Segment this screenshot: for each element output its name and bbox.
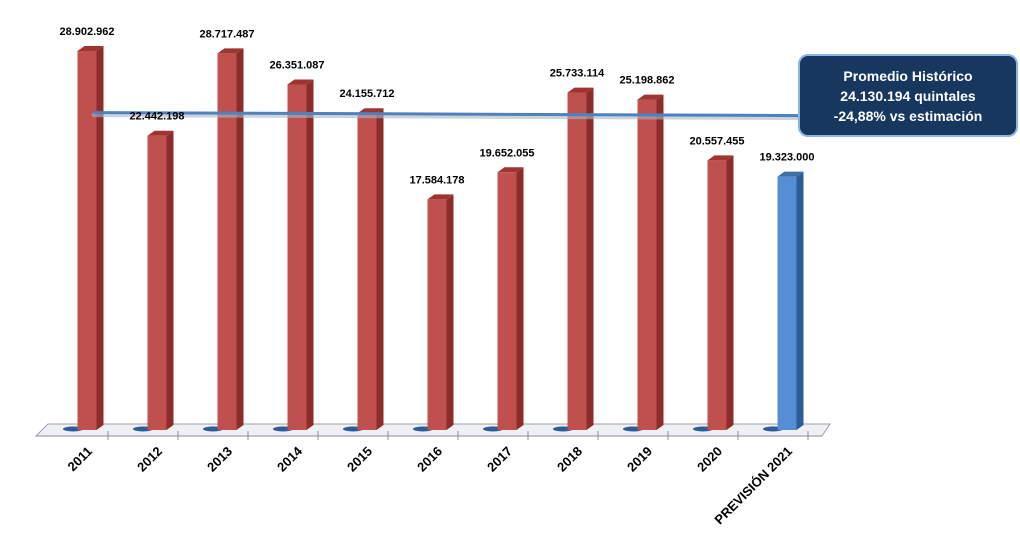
value-label: 19.323.000	[759, 152, 814, 164]
bar-side-face	[446, 194, 454, 430]
value-label: 19.652.055	[479, 147, 534, 159]
bar-top-face	[217, 48, 244, 54]
bar-2015	[343, 108, 384, 432]
bar-series	[63, 46, 804, 432]
category-labels: 2011 2012 2013 2014 2015 2016 2017 2018 2019 2020…	[65, 443, 796, 527]
bar-front-face	[77, 51, 97, 430]
bar-top-face	[777, 171, 804, 177]
bar-2016	[413, 194, 454, 432]
bar-side-face	[306, 79, 314, 430]
bar-front-face	[777, 176, 797, 430]
category-label: 2014	[274, 443, 306, 475]
value-label: 26.351.087	[269, 59, 324, 71]
bar-front-face	[497, 172, 517, 430]
bar-side-face	[586, 87, 594, 430]
value-label: 28.717.487	[199, 28, 254, 40]
category-label: 2018	[554, 444, 585, 475]
bar-2019	[623, 94, 664, 432]
bar-top-face	[497, 167, 524, 173]
bar-top-face	[77, 46, 104, 51]
bar-2011	[63, 46, 104, 432]
value-label: 25.733.114	[550, 68, 605, 80]
bar-side-face	[236, 48, 244, 431]
bar-side-face	[376, 108, 384, 431]
average-line	[92, 111, 802, 118]
bar-front-face	[427, 199, 447, 430]
callout-title: Promedio Histórico	[843, 67, 973, 84]
bar-2013	[203, 48, 244, 432]
value-label: 22.442.198	[129, 111, 184, 123]
bar-side-face	[796, 171, 804, 430]
bar-side-face	[516, 167, 524, 430]
bar-previsión-2021	[763, 171, 804, 432]
bar-side-face	[656, 94, 664, 430]
value-label: 17.584.178	[409, 174, 464, 186]
bar-2012	[133, 130, 174, 432]
bar-side-face	[166, 130, 174, 430]
bar-top-face	[637, 94, 664, 100]
category-label: 2016	[414, 444, 445, 475]
bar-top-face	[287, 79, 314, 85]
bar-top-face	[707, 155, 734, 161]
bar-front-face	[567, 92, 587, 430]
value-label: 24.155.712	[339, 88, 394, 100]
category-label: PREVISIÓN 2021	[711, 444, 795, 528]
bar-front-face	[147, 135, 167, 430]
bar-top-face	[567, 87, 594, 93]
bar-2018	[553, 87, 594, 432]
bar-top-face	[357, 108, 384, 114]
average-line-group	[91, 111, 803, 121]
category-label: 2012	[134, 444, 165, 475]
value-labels: 28.902.962 22.442.198 28.717.487 26.351.087…	[59, 26, 814, 186]
value-label: 25.198.862	[619, 75, 674, 87]
category-label: 2017	[484, 444, 515, 475]
category-label: 2019	[624, 444, 655, 475]
bar-front-face	[637, 99, 657, 430]
bar-front-face	[217, 53, 237, 431]
value-label: 20.557.455	[689, 135, 744, 147]
category-label: 2015	[344, 444, 375, 475]
category-label: 2020	[694, 444, 725, 475]
category-label: 2013	[204, 444, 235, 475]
category-label: 2011	[65, 444, 96, 475]
bar-top-face	[427, 194, 454, 200]
bar-top-face	[147, 130, 174, 136]
value-label: 28.902.962	[59, 26, 114, 38]
bar-2014	[273, 79, 314, 432]
callout-average-value: 24.130.194 quintales	[840, 87, 976, 104]
average-callout-box: Promedio Histórico 24.130.194 quintales …	[798, 54, 1018, 137]
bar-side-face	[96, 46, 104, 430]
bar-2020	[693, 155, 734, 432]
average-line-shadow	[91, 112, 803, 121]
bar-2017	[483, 167, 524, 432]
callout-variation: -24,88% vs estimación	[833, 107, 983, 124]
bar-front-face	[287, 84, 307, 430]
bar-side-face	[726, 155, 734, 430]
bar-front-face	[707, 160, 727, 430]
bar-front-face	[357, 113, 377, 431]
